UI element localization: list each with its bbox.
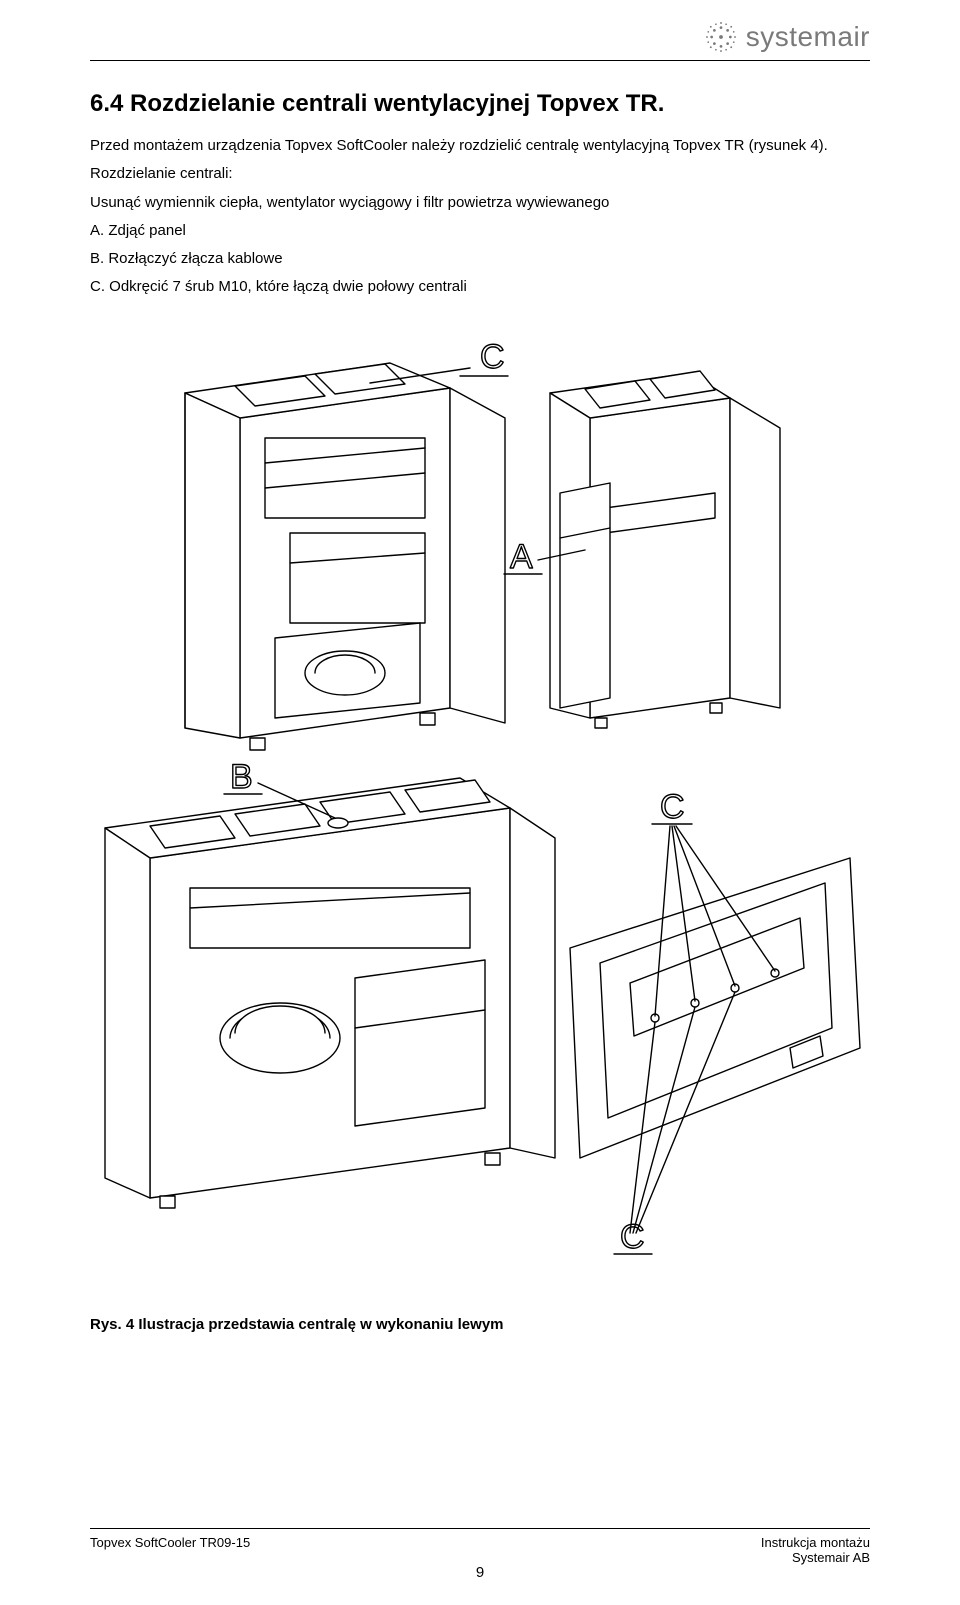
step-pre: Usunąć wymiennik ciepła, wentylator wyci… bbox=[90, 193, 870, 213]
header: systemair bbox=[704, 20, 870, 54]
step-a: A. Zdjąć panel bbox=[90, 221, 870, 241]
top-rule bbox=[90, 60, 870, 61]
section-title: 6.4 Rozdzielanie centrali wentylacyjnej … bbox=[90, 90, 870, 118]
footer-row: Topvex SoftCooler TR09-15 Instrukcja mon… bbox=[90, 1535, 870, 1550]
figure-caption: Rys. 4 Ilustracja przedstawia centralę w… bbox=[90, 1316, 870, 1333]
figure-area: C A bbox=[90, 328, 870, 1288]
bottom-rule bbox=[90, 1528, 870, 1529]
label-c-top: C bbox=[480, 338, 505, 376]
step-b: B. Rozłączyć złącza kablowe bbox=[90, 249, 870, 269]
label-c-bot: C bbox=[620, 1218, 645, 1256]
systemair-logo-icon bbox=[704, 20, 738, 54]
footer-right-top: Instrukcja montażu bbox=[761, 1535, 870, 1550]
technical-diagram-icon: C A bbox=[90, 328, 870, 1288]
page: systemair 6.4 Rozdzielanie centrali went… bbox=[0, 0, 960, 1605]
footer-left: Topvex SoftCooler TR09-15 bbox=[90, 1535, 250, 1550]
subhead-text: Rozdzielanie centrali: bbox=[90, 164, 870, 184]
intro-text: Przed montażem urządzenia Topvex SoftCoo… bbox=[90, 136, 870, 156]
content: 6.4 Rozdzielanie centrali wentylacyjnej … bbox=[90, 90, 870, 1333]
brand-text: systemair bbox=[746, 21, 870, 53]
footer-row-2: Systemair AB bbox=[90, 1550, 870, 1565]
label-c-mid: C bbox=[660, 788, 685, 826]
label-b: B bbox=[230, 758, 253, 796]
label-a: A bbox=[510, 538, 533, 576]
footer: Topvex SoftCooler TR09-15 Instrukcja mon… bbox=[90, 1528, 870, 1565]
footer-right-bottom: Systemair AB bbox=[792, 1550, 870, 1565]
step-c: C. Odkręcić 7 śrub M10, które łączą dwie… bbox=[90, 277, 870, 297]
page-number: 9 bbox=[476, 1564, 484, 1581]
